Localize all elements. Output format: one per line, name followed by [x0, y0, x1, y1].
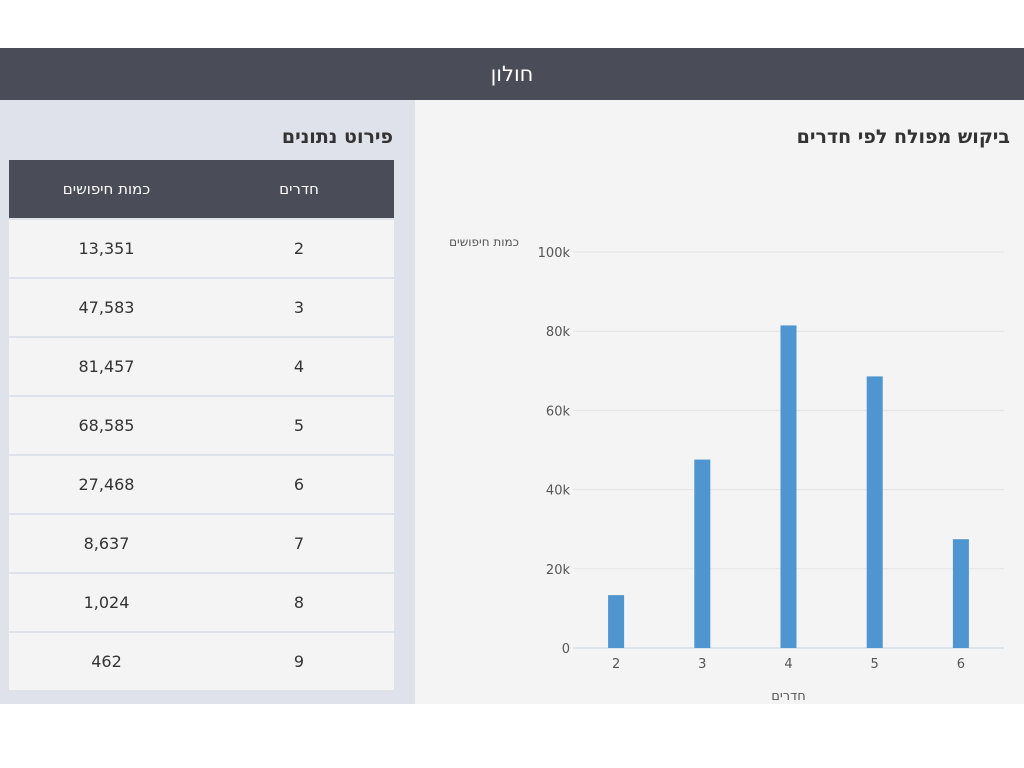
x-tick-label: 3	[698, 657, 706, 672]
x-tick-label: 6	[957, 657, 965, 672]
cell-count: 68,585	[9, 396, 204, 456]
table-row: 3 47,583	[9, 278, 394, 338]
y-tick-label: 0	[562, 642, 570, 657]
table-row: 8 1,024	[9, 573, 394, 633]
cell-count: 27,468	[9, 455, 204, 515]
chart-title: ביקוש מפולח לפי חדרים	[796, 126, 1010, 148]
cell-rooms: 9	[204, 632, 394, 692]
table-row: 4 81,457	[9, 337, 394, 397]
cell-rooms: 4	[204, 337, 394, 397]
table-title: פירוט נתונים	[281, 126, 393, 148]
x-tick-label: 2	[612, 657, 620, 672]
bar	[952, 539, 969, 648]
y-tick-label: 60k	[546, 404, 571, 419]
y-tick-label: 20k	[546, 563, 571, 578]
bar	[866, 376, 883, 648]
bar	[608, 595, 625, 648]
table-row: 5 68,585	[9, 396, 394, 456]
cell-count: 81,457	[9, 337, 204, 397]
table-row: 9 462	[9, 632, 394, 692]
cell-rooms: 7	[204, 514, 394, 574]
cell-count: 47,583	[9, 278, 204, 338]
x-tick-label: 4	[784, 657, 792, 672]
table-row: 2 13,351	[9, 219, 394, 279]
column-header-rooms: חדרים	[204, 160, 394, 220]
y-axis-title: כמות חיפושים	[449, 235, 519, 249]
y-tick-label: 100k	[538, 246, 571, 261]
bar-chart: 0 20k 40k 60k 80k 100k 2 3 4 5 6 חדרים כמות חיפושים	[449, 235, 1004, 704]
data-breakdown-panel: פירוט נתונים חדרים כמות חיפושים 2 13,351…	[0, 100, 415, 704]
bar	[694, 459, 711, 648]
cell-rooms: 5	[204, 396, 394, 456]
table-header-row: חדרים כמות חיפושים	[9, 160, 394, 220]
x-axis-title: חדרים	[771, 689, 805, 704]
cell-count: 13,351	[9, 219, 204, 279]
cell-count: 462	[9, 632, 204, 692]
data-table: חדרים כמות חיפושים 2 13,351 3 47,583 4 8…	[9, 160, 394, 692]
cell-count: 8,637	[9, 514, 204, 574]
y-tick-label: 40k	[546, 484, 571, 499]
cell-count: 1,024	[9, 573, 204, 633]
column-header-count: כמות חיפושים	[9, 160, 204, 220]
app-window: חולון פירוט נתונים חדרים כמות חיפושים 2 …	[0, 48, 1024, 704]
table-row: 7 8,637	[9, 514, 394, 574]
table-row: 6 27,468	[9, 455, 394, 515]
cell-rooms: 3	[204, 278, 394, 338]
cell-rooms: 6	[204, 455, 394, 515]
cell-rooms: 8	[204, 573, 394, 633]
city-title: חולון	[490, 62, 534, 86]
bar	[780, 325, 797, 648]
chart-panel: ביקוש מפולח לפי חדרים 0 20k 40k 60k 80k 100k 2…	[415, 100, 1024, 704]
cell-rooms: 2	[204, 219, 394, 279]
x-tick-label: 5	[871, 657, 879, 672]
header-bar: חולון	[0, 48, 1024, 100]
y-tick-label: 80k	[546, 325, 571, 340]
